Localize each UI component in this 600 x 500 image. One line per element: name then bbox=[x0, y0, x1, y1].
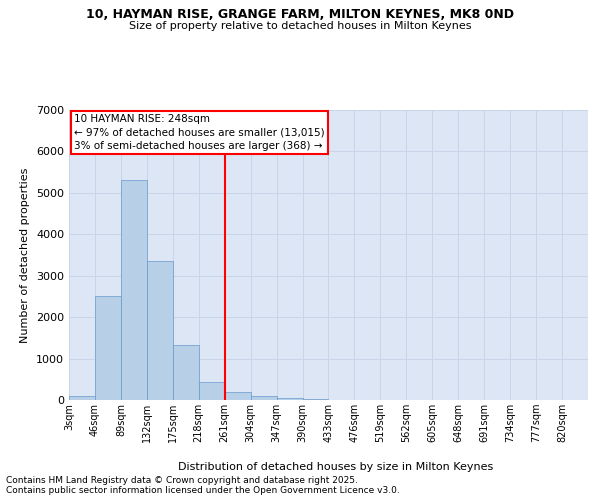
Bar bbox=[199, 382, 224, 400]
Bar bbox=[147, 261, 173, 400]
Bar bbox=[121, 180, 147, 400]
Text: 10, HAYMAN RISE, GRANGE FARM, MILTON KEYNES, MK8 0ND: 10, HAYMAN RISE, GRANGE FARM, MILTON KEY… bbox=[86, 8, 514, 20]
Text: Distribution of detached houses by size in Milton Keynes: Distribution of detached houses by size … bbox=[178, 462, 494, 472]
Bar bbox=[69, 396, 95, 400]
Bar bbox=[224, 392, 251, 400]
Text: 10 HAYMAN RISE: 248sqm
← 97% of detached houses are smaller (13,015)
3% of semi-: 10 HAYMAN RISE: 248sqm ← 97% of detached… bbox=[74, 114, 325, 151]
Text: Size of property relative to detached houses in Milton Keynes: Size of property relative to detached ho… bbox=[129, 21, 471, 31]
Y-axis label: Number of detached properties: Number of detached properties bbox=[20, 168, 31, 342]
Bar bbox=[173, 346, 199, 400]
Bar bbox=[95, 296, 121, 400]
Text: Contains public sector information licensed under the Open Government Licence v3: Contains public sector information licen… bbox=[6, 486, 400, 495]
Bar bbox=[251, 396, 277, 400]
Text: Contains HM Land Registry data © Crown copyright and database right 2025.: Contains HM Land Registry data © Crown c… bbox=[6, 476, 358, 485]
Bar bbox=[277, 398, 302, 400]
